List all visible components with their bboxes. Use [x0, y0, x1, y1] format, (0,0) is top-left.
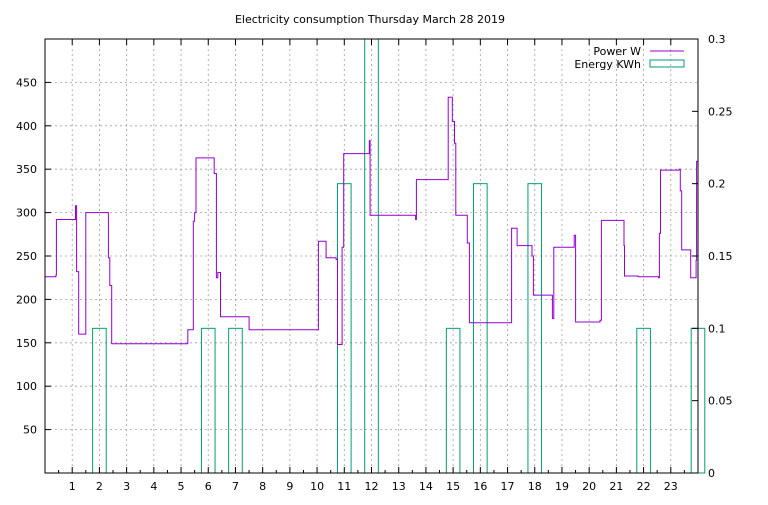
y-tick-label: 150	[16, 337, 37, 350]
y-tick-label: 400	[16, 120, 37, 133]
grid	[45, 39, 698, 473]
x-tick-label: 14	[419, 480, 433, 493]
legend-swatch-energy	[649, 59, 685, 68]
y2-tick-label: 0.1	[708, 322, 726, 335]
y-tick-label: 50	[23, 424, 37, 437]
power-series	[45, 96, 698, 345]
x-tick-label: 2	[96, 480, 103, 493]
x-tick-label: 6	[205, 480, 212, 493]
legend-label-power: Power W	[593, 45, 641, 58]
y2-tick-label: 0.15	[708, 250, 733, 263]
y2-tick-label: 0.3	[708, 33, 726, 46]
x-tick-label: 21	[609, 480, 623, 493]
x-tick-label: 8	[259, 480, 266, 493]
x-tick-label: 22	[637, 480, 651, 493]
legend: Power W Energy KWh	[574, 45, 685, 71]
x-tick-label: 9	[286, 480, 293, 493]
x-tick-label: 23	[664, 480, 678, 493]
x-tick-label: 19	[555, 480, 569, 493]
y-tick-label: 450	[16, 76, 37, 89]
x-tick-label: 11	[337, 480, 351, 493]
x-tick-label: 12	[365, 480, 379, 493]
y-tick-label: 350	[16, 163, 37, 176]
x-tick-label: 18	[528, 480, 542, 493]
x-tick-label: 10	[310, 480, 324, 493]
x-tick-label: 20	[582, 480, 596, 493]
x-tick-label: 1	[69, 480, 76, 493]
y2-tick-label: 0.05	[708, 395, 733, 408]
y-tick-label: 100	[16, 380, 37, 393]
x-tick-label: 5	[178, 480, 185, 493]
x-tick-label: 15	[446, 480, 460, 493]
x-tick-label: 7	[232, 480, 239, 493]
x-tick-label: 4	[150, 480, 157, 493]
chart-title: Electricity consumption Thursday March 2…	[235, 13, 505, 26]
legend-label-energy: Energy KWh	[574, 58, 641, 71]
y2-tick-label: 0.25	[708, 105, 733, 118]
y-tick-label: 200	[16, 293, 37, 306]
x-tick-label: 16	[473, 480, 487, 493]
y2-tick-label: 0	[708, 467, 715, 480]
x-tick-label: 3	[123, 480, 130, 493]
x-tick-label: 13	[392, 480, 406, 493]
x-tick-label: 17	[501, 480, 515, 493]
power-line	[45, 96, 698, 345]
y2-tick-label: 0.2	[708, 178, 726, 191]
y-tick-label: 300	[16, 207, 37, 220]
y-tick-label: 250	[16, 250, 37, 263]
axes: 1 2 3 4 5 6 7 8 9 10 11 12 13 14 15 16 17 18 19 20 21 22 23501…	[16, 33, 733, 493]
